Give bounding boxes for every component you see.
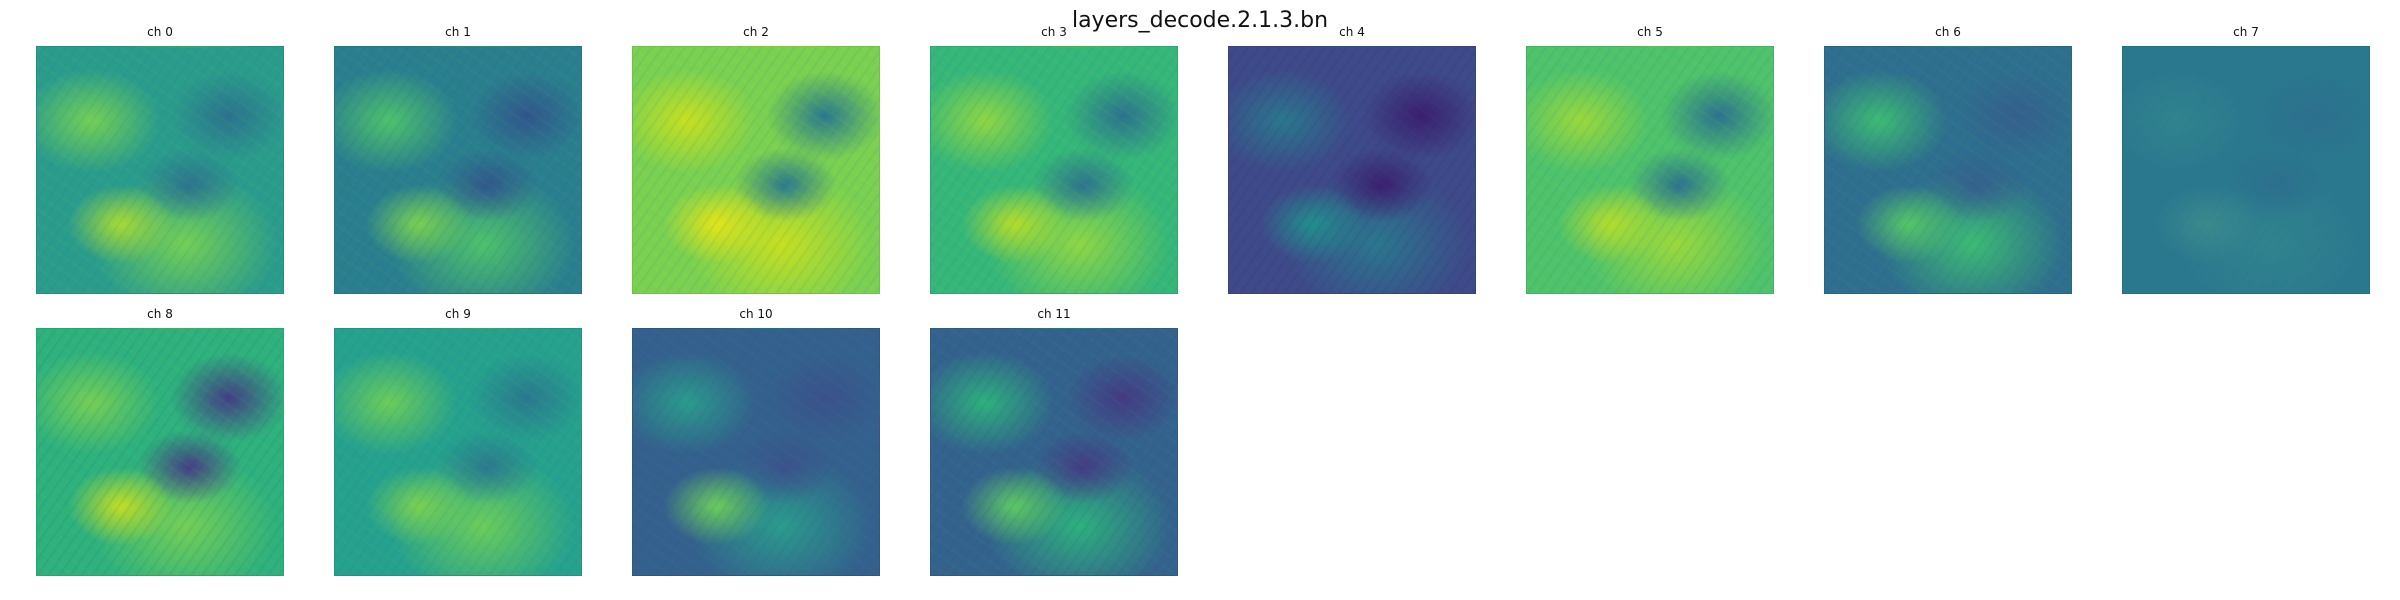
feature-map	[1824, 46, 2072, 294]
panel-title: ch 5	[1637, 25, 1663, 39]
texture-overlay	[2123, 47, 2369, 293]
texture-overlay	[335, 329, 581, 575]
panel-title: ch 2	[743, 25, 769, 39]
feature-map	[930, 328, 1178, 576]
texture-overlay	[335, 47, 581, 293]
panel-ch-10: ch 10	[632, 306, 880, 576]
texture-overlay	[1527, 47, 1773, 293]
feature-map	[1228, 46, 1476, 294]
texture-overlay	[1229, 47, 1475, 293]
panel-title: ch 1	[445, 25, 471, 39]
panel-ch-8: ch 8	[36, 306, 284, 576]
panel-title: ch 11	[1037, 307, 1071, 321]
texture-overlay	[633, 47, 879, 293]
panel-ch-6: ch 6	[1824, 24, 2072, 294]
feature-map	[334, 328, 582, 576]
feature-map	[36, 46, 284, 294]
feature-map	[632, 46, 880, 294]
panel-ch-2: ch 2	[632, 24, 880, 294]
feature-map	[36, 328, 284, 576]
texture-overlay	[931, 47, 1177, 293]
panel-ch-4: ch 4	[1228, 24, 1476, 294]
panel-title: ch 4	[1339, 25, 1365, 39]
panel-title: ch 8	[147, 307, 173, 321]
panel-ch-7: ch 7	[2122, 24, 2370, 294]
panel-ch-9: ch 9	[334, 306, 582, 576]
feature-map	[334, 46, 582, 294]
panel-ch-1: ch 1	[334, 24, 582, 294]
panel-title: ch 7	[2233, 25, 2259, 39]
figure-title: layers_decode.2.1.3.bn	[1071, 8, 1329, 33]
feature-map	[2122, 46, 2370, 294]
panel-ch-11: ch 11	[930, 306, 1178, 576]
texture-overlay	[37, 47, 283, 293]
feature-map	[1526, 46, 1774, 294]
panel-title: ch 3	[1041, 25, 1067, 39]
panel-ch-3: ch 3	[930, 24, 1178, 294]
panel-title: ch 0	[147, 25, 173, 39]
feature-map	[930, 46, 1178, 294]
texture-overlay	[931, 329, 1177, 575]
texture-overlay	[1825, 47, 2071, 293]
panel-title: ch 9	[445, 307, 471, 321]
texture-overlay	[633, 329, 879, 575]
panel-title: ch 10	[739, 307, 773, 321]
feature-map	[632, 328, 880, 576]
panel-ch-0: ch 0	[36, 24, 284, 294]
texture-overlay	[37, 329, 283, 575]
panel-ch-5: ch 5	[1526, 24, 1774, 294]
panel-title: ch 6	[1935, 25, 1961, 39]
